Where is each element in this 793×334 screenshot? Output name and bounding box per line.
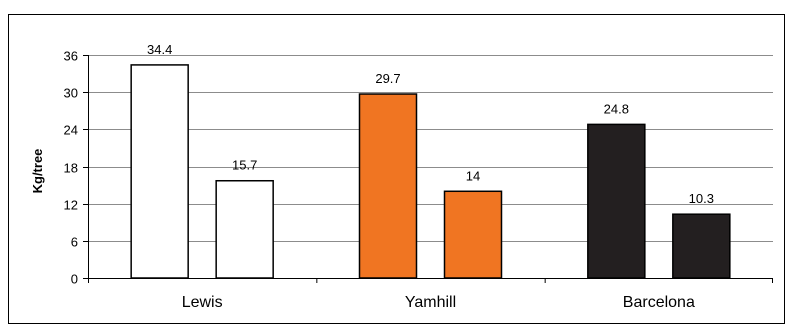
- y-tick-label: 24: [64, 123, 78, 138]
- x-category-label: Barcelona: [623, 294, 695, 311]
- bar: [215, 179, 274, 279]
- data-labels: 34.4 15.7 29.7 14 24.8 10.3: [147, 42, 714, 206]
- axes: 0 6 12 18 24 30 36 Lewis Yamhill Barcelona: [64, 49, 773, 311]
- bar-value-label: 29.7: [375, 71, 400, 86]
- bar: [358, 93, 418, 279]
- y-tick-label: 30: [64, 86, 78, 101]
- bar-value-label: 14: [466, 168, 480, 183]
- bar-value-label: 15.7: [232, 158, 257, 173]
- y-tick-label: 0: [71, 272, 78, 287]
- gridlines: [88, 55, 773, 242]
- bar-value-label: 10.3: [689, 191, 714, 206]
- y-tick-label: 12: [64, 198, 78, 213]
- x-category-label: Yamhill: [405, 294, 456, 311]
- y-tick-label: 18: [64, 161, 78, 176]
- x-category-label: Lewis: [182, 294, 223, 311]
- bar-value-label: 24.8: [604, 101, 629, 116]
- bar: [443, 190, 503, 279]
- y-axis-title: Kg/tree: [30, 149, 45, 194]
- bar: [130, 64, 189, 279]
- y-tick-label: 6: [71, 235, 78, 250]
- bars: [130, 64, 731, 279]
- bar-value-label: 34.4: [147, 42, 172, 57]
- bar: [587, 123, 646, 279]
- y-tick-label: 36: [64, 49, 78, 64]
- bar: [672, 213, 731, 279]
